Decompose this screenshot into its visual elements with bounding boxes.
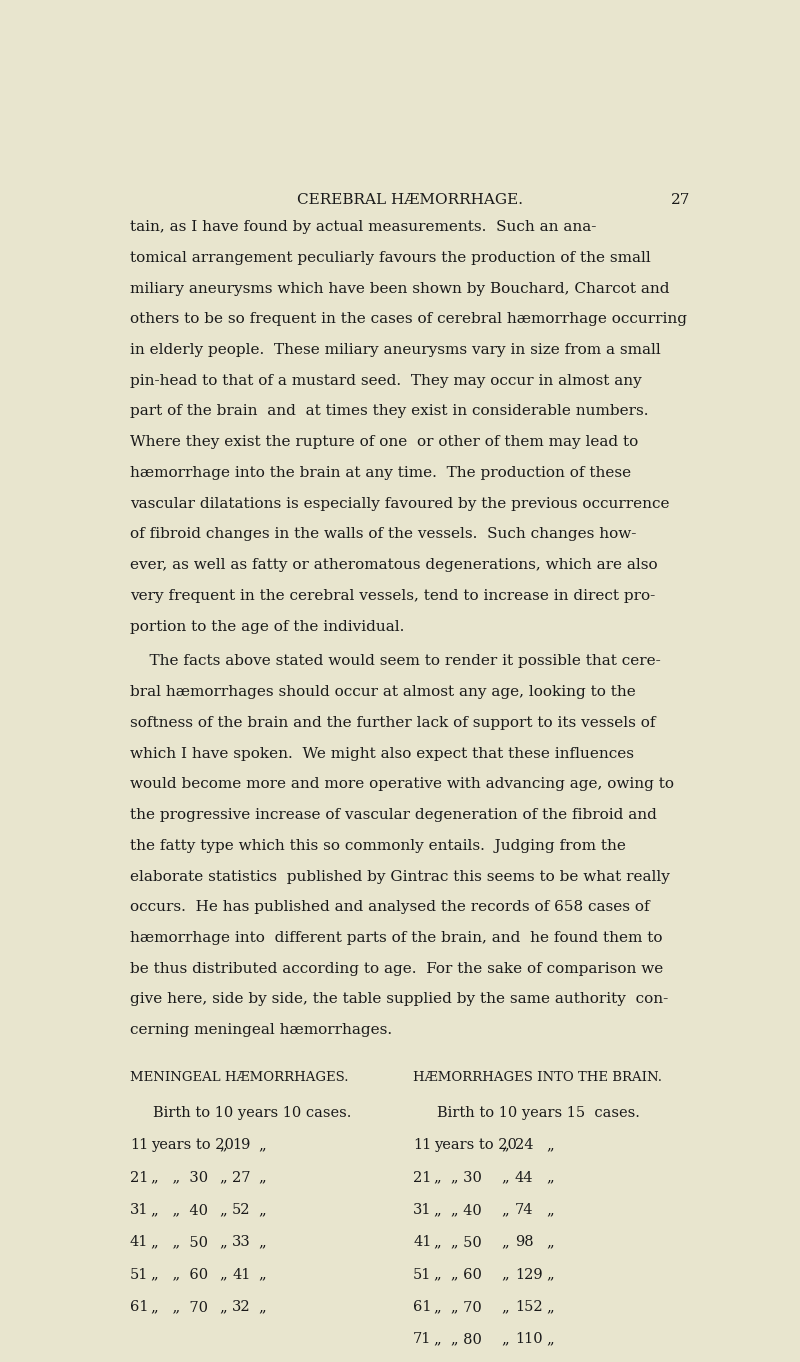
Text: hæmorrhage into  different parts of the brain, and  he found them to: hæmorrhage into different parts of the b… <box>130 932 662 945</box>
Text: „: „ <box>219 1268 226 1282</box>
Text: Birth to 10 years 10 cases.: Birth to 10 years 10 cases. <box>154 1106 352 1120</box>
Text: „: „ <box>219 1139 226 1152</box>
Text: „: „ <box>502 1332 510 1346</box>
Text: „  „ 50: „ „ 50 <box>434 1235 482 1249</box>
Text: tain, as I have found by actual measurements.  Such an ana-: tain, as I have found by actual measurem… <box>130 221 596 234</box>
Text: bral hæmorrhages should occur at almost any age, looking to the: bral hæmorrhages should occur at almost … <box>130 685 635 699</box>
Text: 27: 27 <box>232 1171 250 1185</box>
Text: hæmorrhage into the brain at any time.  The production of these: hæmorrhage into the brain at any time. T… <box>130 466 631 479</box>
Text: 33: 33 <box>232 1235 251 1249</box>
Text: Where they exist the rupture of one  or other of them may lead to: Where they exist the rupture of one or o… <box>130 436 638 449</box>
Text: pin-head to that of a mustard seed.  They may occur in almost any: pin-head to that of a mustard seed. They… <box>130 373 642 388</box>
Text: „: „ <box>258 1171 266 1185</box>
Text: years to 20: years to 20 <box>434 1139 517 1152</box>
Text: miliary aneurysms which have been shown by Bouchard, Charcot and: miliary aneurysms which have been shown … <box>130 282 670 296</box>
Text: „   „  50: „ „ 50 <box>151 1235 208 1249</box>
Text: 51: 51 <box>413 1268 431 1282</box>
Text: 152: 152 <box>514 1299 542 1314</box>
Text: „: „ <box>219 1203 226 1216</box>
Text: „  „ 80: „ „ 80 <box>434 1332 482 1346</box>
Text: „: „ <box>219 1171 226 1185</box>
Text: „: „ <box>546 1268 554 1282</box>
Text: 41: 41 <box>232 1268 250 1282</box>
Text: „  „ 30: „ „ 30 <box>434 1171 482 1185</box>
Text: 61: 61 <box>130 1299 148 1314</box>
Text: softness of the brain and the further lack of support to its vessels of: softness of the brain and the further la… <box>130 716 655 730</box>
Text: „: „ <box>502 1203 510 1216</box>
Text: „: „ <box>546 1203 554 1216</box>
Text: 24: 24 <box>514 1139 534 1152</box>
Text: years to 20: years to 20 <box>151 1139 234 1152</box>
Text: 32: 32 <box>232 1299 250 1314</box>
Text: occurs.  He has published and analysed the records of 658 cases of: occurs. He has published and analysed th… <box>130 900 650 914</box>
Text: very frequent in the cerebral vessels, tend to increase in direct pro-: very frequent in the cerebral vessels, t… <box>130 588 655 603</box>
Text: „: „ <box>546 1235 554 1249</box>
Text: 61: 61 <box>413 1299 432 1314</box>
Text: „: „ <box>546 1299 554 1314</box>
Text: which I have spoken.  We might also expect that these influences: which I have spoken. We might also expec… <box>130 746 634 760</box>
Text: others to be so frequent in the cases of cerebral hæmorrhage occurring: others to be so frequent in the cases of… <box>130 312 686 327</box>
Text: „: „ <box>258 1139 266 1152</box>
Text: 11: 11 <box>130 1139 148 1152</box>
Text: 41: 41 <box>130 1235 148 1249</box>
Text: „: „ <box>258 1268 266 1282</box>
Text: would become more and more operative with advancing age, owing to: would become more and more operative wit… <box>130 778 674 791</box>
Text: „: „ <box>546 1139 554 1152</box>
Text: „   „  40: „ „ 40 <box>151 1203 208 1216</box>
Text: 31: 31 <box>413 1203 432 1216</box>
Text: of fibroid changes in the walls of the vessels.  Such changes how-: of fibroid changes in the walls of the v… <box>130 527 636 541</box>
Text: 129: 129 <box>514 1268 542 1282</box>
Text: 31: 31 <box>130 1203 148 1216</box>
Text: „: „ <box>546 1171 554 1185</box>
Text: the progressive increase of vascular degeneration of the fibroid and: the progressive increase of vascular deg… <box>130 808 657 823</box>
Text: 27: 27 <box>671 193 690 207</box>
Text: 21: 21 <box>130 1171 148 1185</box>
Text: tomical arrangement peculiarly favours the production of the small: tomical arrangement peculiarly favours t… <box>130 251 650 264</box>
Text: be thus distributed according to age.  For the sake of comparison we: be thus distributed according to age. Fo… <box>130 962 663 975</box>
Text: „: „ <box>258 1203 266 1216</box>
Text: „  „ 40: „ „ 40 <box>434 1203 482 1216</box>
Text: portion to the age of the individual.: portion to the age of the individual. <box>130 620 404 633</box>
Text: 19: 19 <box>232 1139 250 1152</box>
Text: cerning meningeal hæmorrhages.: cerning meningeal hæmorrhages. <box>130 1023 392 1038</box>
Text: „: „ <box>258 1235 266 1249</box>
Text: „: „ <box>502 1139 510 1152</box>
Text: „: „ <box>219 1235 226 1249</box>
Text: „: „ <box>502 1171 510 1185</box>
Text: 74: 74 <box>514 1203 534 1216</box>
Text: „: „ <box>502 1235 510 1249</box>
Text: „: „ <box>258 1299 266 1314</box>
Text: part of the brain  and  at times they exist in considerable numbers.: part of the brain and at times they exis… <box>130 405 648 418</box>
Text: „   „  60: „ „ 60 <box>151 1268 208 1282</box>
Text: „: „ <box>219 1299 226 1314</box>
Text: „  „ 60: „ „ 60 <box>434 1268 482 1282</box>
Text: the fatty type which this so commonly entails.  Judging from the: the fatty type which this so commonly en… <box>130 839 626 853</box>
Text: MENINGEAL HÆMORRHAGES.: MENINGEAL HÆMORRHAGES. <box>130 1071 348 1084</box>
Text: The facts above stated would seem to render it possible that cere-: The facts above stated would seem to ren… <box>130 655 661 669</box>
Text: „: „ <box>546 1332 554 1346</box>
Text: in elderly people.  These miliary aneurysms vary in size from a small: in elderly people. These miliary aneurys… <box>130 343 661 357</box>
Text: vascular dilatations is especially favoured by the previous occurrence: vascular dilatations is especially favou… <box>130 497 670 511</box>
Text: HÆMORRHAGES INTO THE BRAIN.: HÆMORRHAGES INTO THE BRAIN. <box>413 1071 662 1084</box>
Text: elaborate statistics  published by Gintrac this seems to be what really: elaborate statistics published by Gintra… <box>130 869 670 884</box>
Text: 44: 44 <box>514 1171 534 1185</box>
Text: 110: 110 <box>514 1332 542 1346</box>
Text: „: „ <box>502 1268 510 1282</box>
Text: 71: 71 <box>413 1332 431 1346</box>
Text: „  „ 70: „ „ 70 <box>434 1299 482 1314</box>
Text: 51: 51 <box>130 1268 148 1282</box>
Text: „: „ <box>502 1299 510 1314</box>
Text: Birth to 10 years 15  cases.: Birth to 10 years 15 cases. <box>437 1106 639 1120</box>
Text: „   „  30: „ „ 30 <box>151 1171 208 1185</box>
Text: 98: 98 <box>514 1235 534 1249</box>
Text: 11: 11 <box>413 1139 431 1152</box>
Text: CEREBRAL HÆMORRHAGE.: CEREBRAL HÆMORRHAGE. <box>297 193 523 207</box>
Text: 41: 41 <box>413 1235 431 1249</box>
Text: give here, side by side, the table supplied by the same authority  con-: give here, side by side, the table suppl… <box>130 993 668 1007</box>
Text: ever, as well as fatty or atheromatous degenerations, which are also: ever, as well as fatty or atheromatous d… <box>130 558 658 572</box>
Text: 52: 52 <box>232 1203 250 1216</box>
Text: „   „  70: „ „ 70 <box>151 1299 208 1314</box>
Text: 21: 21 <box>413 1171 431 1185</box>
